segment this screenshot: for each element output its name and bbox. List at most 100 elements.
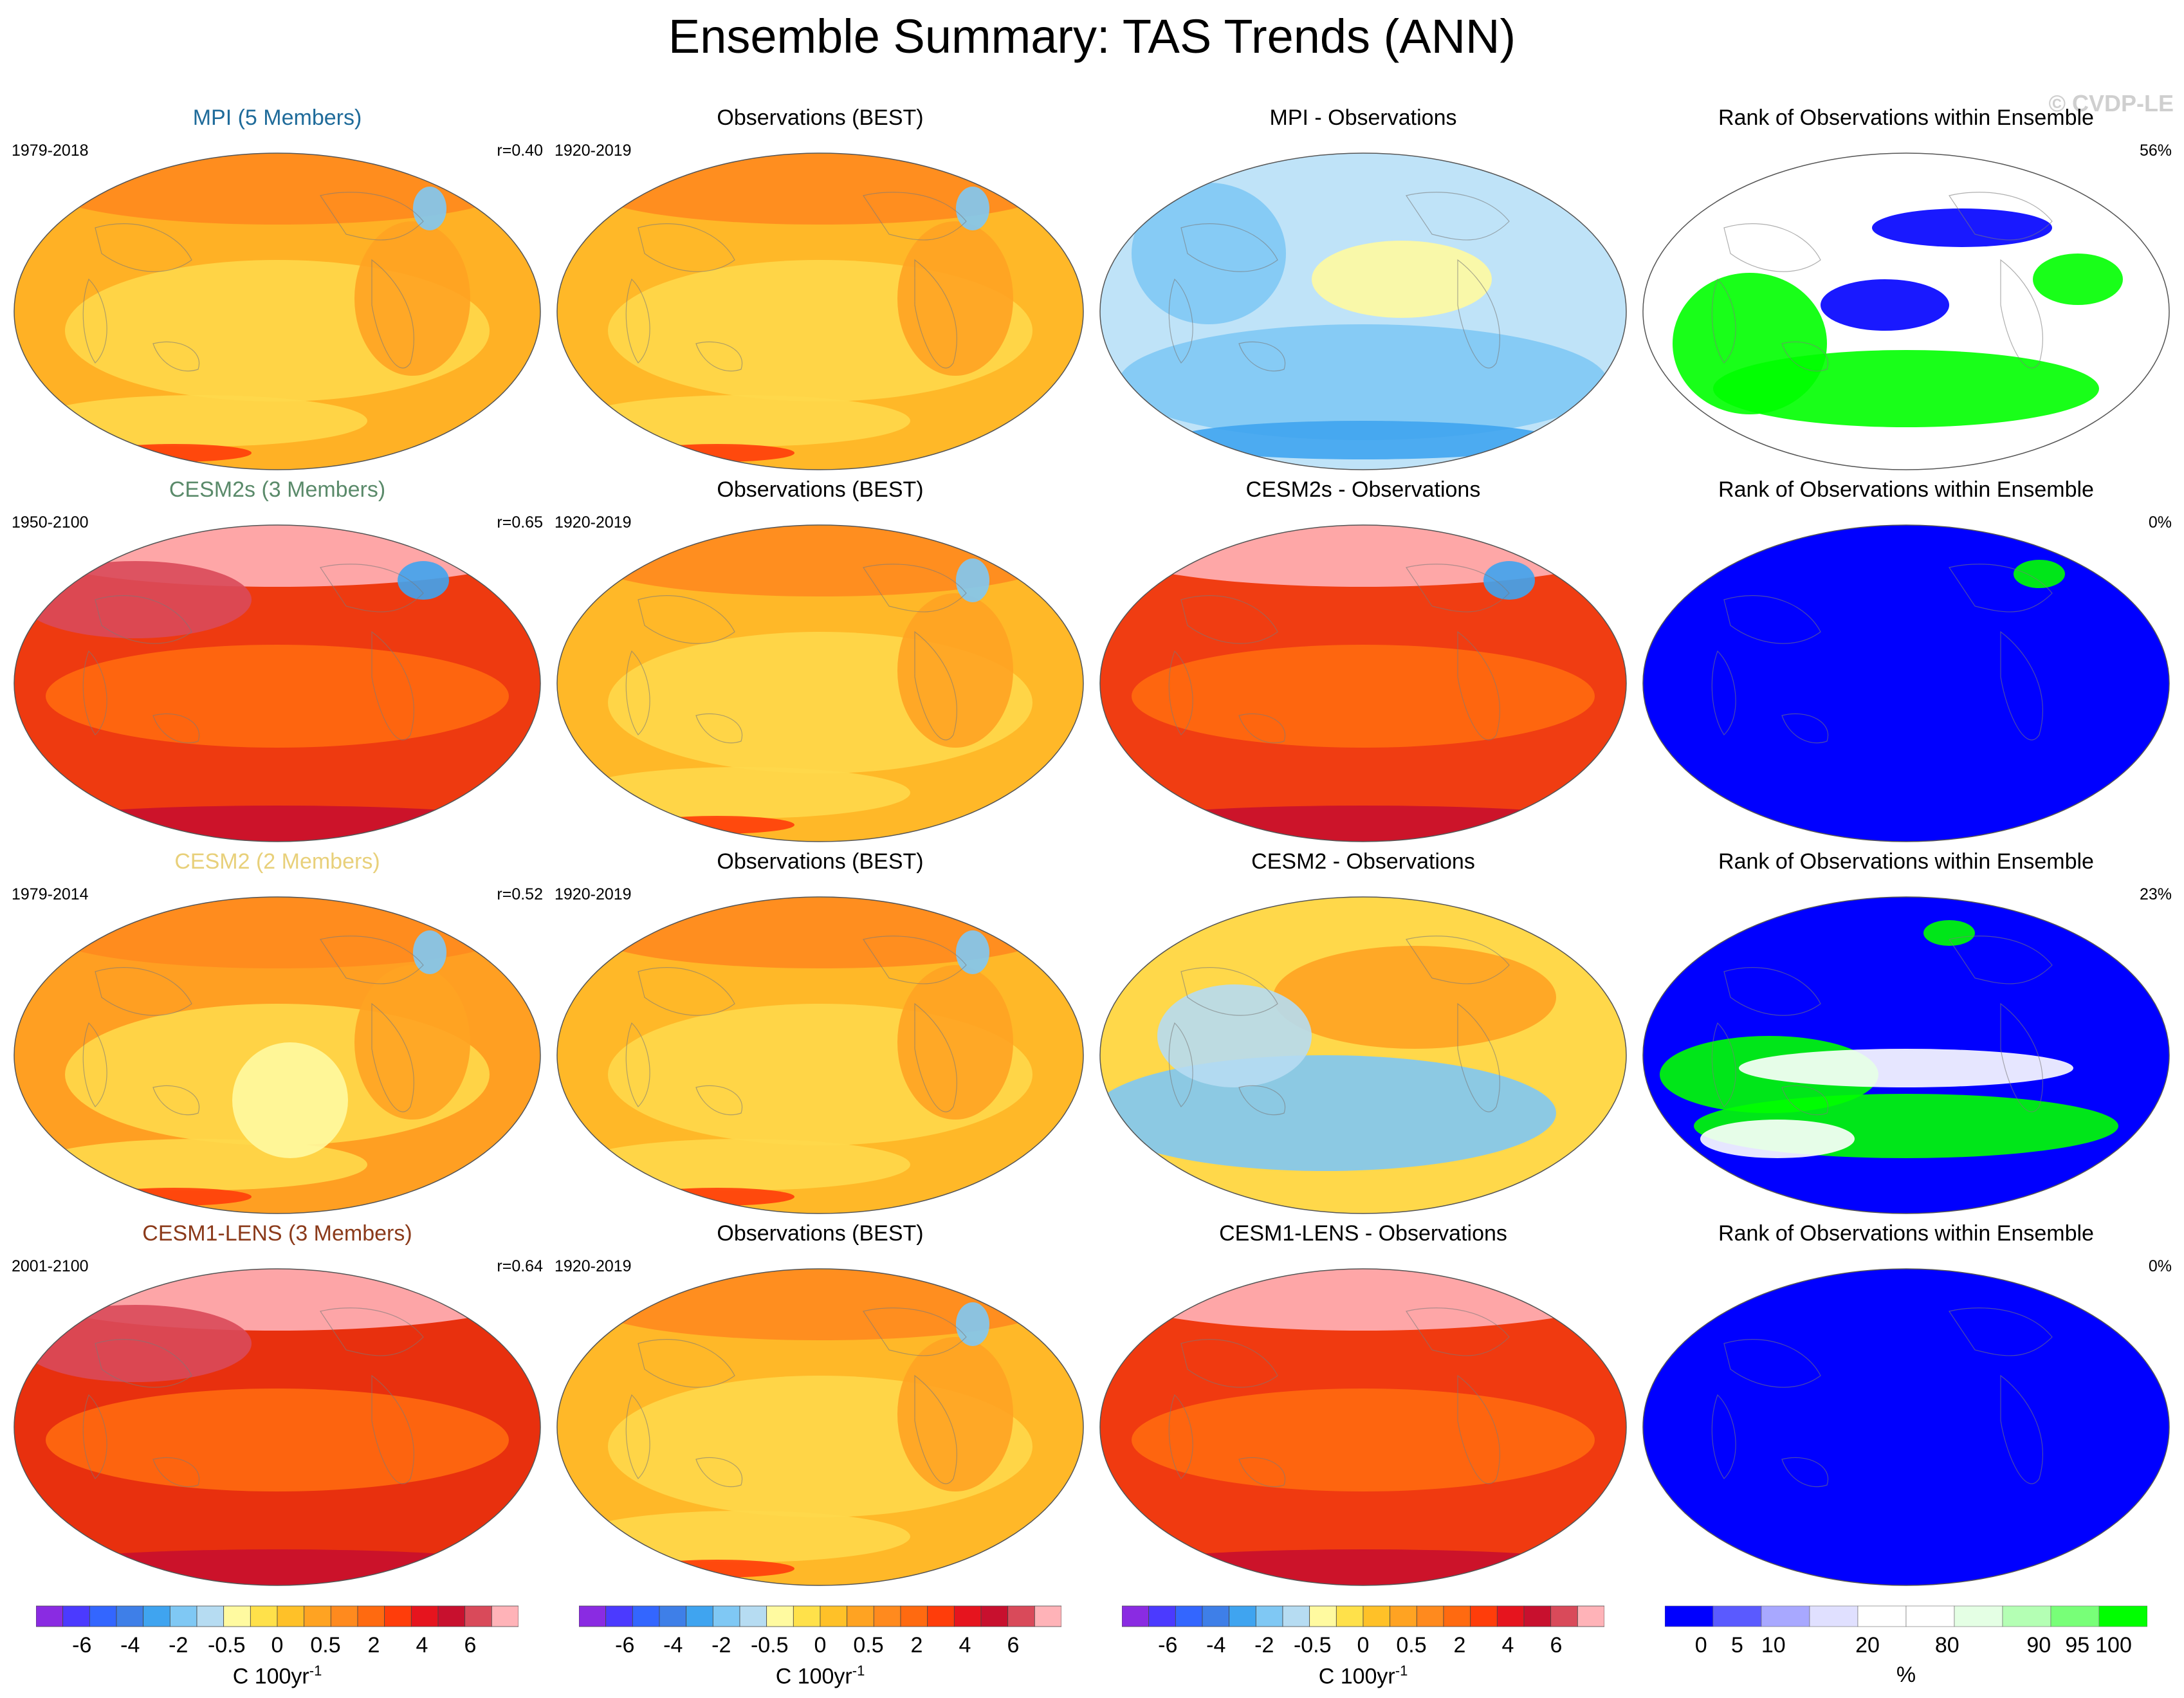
coastline <box>638 223 735 272</box>
obs-panel: Observations (BEST) 1920-2019 <box>555 1221 1086 1591</box>
diff-panel: CESM2 - Observations <box>1097 849 1629 1219</box>
colorbar-swatch <box>1175 1605 1203 1627</box>
map-region <box>589 898 1052 968</box>
coastline <box>152 1457 200 1488</box>
colorbar-swatch <box>1470 1605 1498 1627</box>
map-outline <box>1099 896 1627 1214</box>
obs-panel: Observations (BEST) 1920-2019 <box>555 106 1086 475</box>
colorbar-swatch <box>250 1605 278 1627</box>
coastline <box>695 713 743 744</box>
map-region <box>33 395 367 447</box>
map-region <box>1700 1120 1855 1158</box>
coastline <box>152 1085 200 1116</box>
map-field <box>1643 153 2169 470</box>
map-outline <box>14 152 541 470</box>
colorbar-swatch <box>410 1605 439 1627</box>
colorbar-swatch <box>1282 1605 1310 1627</box>
colorbar-tick-label: 6 <box>1550 1633 1563 1657</box>
coastline <box>1238 1085 1286 1116</box>
map-region <box>46 898 509 968</box>
coastline <box>1180 595 1278 644</box>
model-panel: CESM2s (3 Members) 1950-2100 r=0.65 <box>12 477 543 847</box>
colorbar-swatch <box>357 1605 385 1627</box>
colorbar-swatch <box>1443 1605 1471 1627</box>
map-region <box>1312 241 1492 318</box>
coastline <box>1457 259 1500 369</box>
colorbar-swatches <box>1121 1605 1605 1627</box>
coastline <box>638 1339 735 1388</box>
colorbar-swatch <box>2098 1605 2148 1627</box>
diff-map <box>1099 524 1627 842</box>
map-region <box>897 221 1013 376</box>
colorbar-swatches <box>1664 1605 2148 1627</box>
rank-percent-label: 56% <box>2139 142 2172 160</box>
map-outline <box>1642 896 2170 1214</box>
coastline <box>1457 631 1500 741</box>
rank-panel: Rank of Observations within Ensemble 23% <box>1640 849 2172 1219</box>
coastline <box>95 967 192 1016</box>
model-panel-title: CESM2 (2 Members) <box>174 849 380 874</box>
figure-title: Ensemble Summary: TAS Trends (ANN) <box>668 10 1516 63</box>
coastline <box>2000 259 2043 369</box>
coastline <box>95 595 192 644</box>
map-outline <box>1099 1268 1627 1586</box>
coastline <box>1168 1394 1193 1479</box>
map-region <box>956 930 989 974</box>
map-field <box>14 525 540 842</box>
coastline <box>320 936 424 984</box>
correlation-label: r=0.40 <box>497 142 543 160</box>
colorbar-swatch <box>1034 1605 1062 1627</box>
rank-panel-title: Rank of Observations within Ensemble <box>1718 849 2094 874</box>
map-region <box>640 1188 794 1206</box>
colorbar-tick-label: 10 <box>1761 1633 1786 1657</box>
colorbar-swatch <box>2002 1605 2051 1627</box>
colorbar-swatch <box>766 1605 794 1627</box>
correlation-label: r=0.65 <box>497 513 543 531</box>
obs-panel: Observations (BEST) 1920-2019 <box>555 477 1086 847</box>
map-field <box>1643 1269 2169 1585</box>
colorbar-swatch <box>330 1605 358 1627</box>
coastline <box>914 1002 957 1112</box>
rank-percent-label: 23% <box>2139 885 2172 903</box>
colorbar-swatch <box>304 1605 331 1627</box>
model-map <box>14 896 541 1214</box>
rank-panel-title: Rank of Observations within Ensemble <box>1718 106 2094 130</box>
colorbar-tick-label: -4 <box>120 1633 140 1657</box>
map-region <box>2033 254 2123 305</box>
colorbar-swatch <box>277 1605 305 1627</box>
map-region <box>576 1139 910 1190</box>
colorbar-swatch <box>1496 1605 1525 1627</box>
rank-panel-title: Rank of Observations within Ensemble <box>1718 477 2094 502</box>
map-region <box>20 561 252 638</box>
coastline <box>914 631 957 741</box>
map-region <box>1100 1055 1556 1171</box>
colorbar-swatch <box>793 1605 821 1627</box>
rank-panel-title: Rank of Observations within Ensemble <box>1718 1221 2094 1246</box>
map-outline <box>14 1268 541 1586</box>
map-region <box>1132 645 1595 748</box>
colorbar-swatch <box>143 1605 170 1627</box>
model-panel: MPI (5 Members) 1979-2018 r=0.40 <box>12 106 543 475</box>
panel-period-label: 2001-2100 <box>12 1257 89 1275</box>
coastline <box>625 1022 650 1107</box>
colorbar-swatch <box>169 1605 197 1627</box>
diff-panel-title: CESM1-LENS - Observations <box>1219 1221 1507 1246</box>
map-field <box>1643 525 2169 842</box>
coastline <box>625 650 650 735</box>
rank-map <box>1642 524 2170 842</box>
map-field <box>557 153 1083 470</box>
colorbar-ticks: -6 -4 -2 -0.5 0 0.5 2 4 6 <box>36 1633 518 1659</box>
rank-panel: Rank of Observations within Ensemble 0% <box>1640 477 2172 847</box>
colorbar-swatch <box>1664 1605 1714 1627</box>
obs-panel-title: Observations (BEST) <box>717 106 924 130</box>
coastline <box>152 713 200 744</box>
coastline <box>863 1307 967 1356</box>
coastline <box>1711 278 1736 364</box>
obs-map <box>556 524 1084 842</box>
model-panel: CESM1-LENS (3 Members) 2001-2100 r=0.64 <box>12 1221 543 1591</box>
diff-panel-title: CESM2s - Observations <box>1245 477 1481 502</box>
rank-percent-label: 0% <box>2148 513 2172 531</box>
model-map <box>14 152 541 470</box>
coastline <box>1180 967 1278 1016</box>
colorbar-tick-label: 4 <box>416 1633 428 1657</box>
